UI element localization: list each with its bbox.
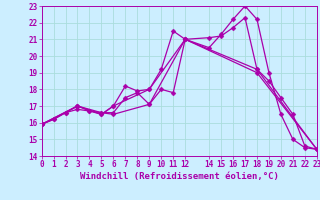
X-axis label: Windchill (Refroidissement éolien,°C): Windchill (Refroidissement éolien,°C) [80,172,279,181]
